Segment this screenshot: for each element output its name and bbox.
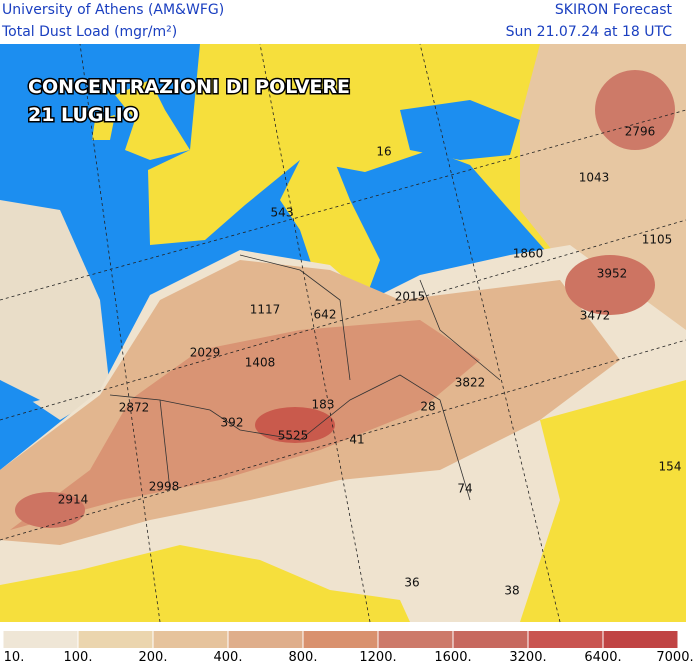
map-value-label: 16 <box>376 145 391 159</box>
header-right-1: SKIRON Forecast <box>555 2 673 18</box>
black-sea <box>400 100 520 160</box>
dust-high <box>10 320 480 530</box>
colorbar-label: 3200. <box>509 650 546 662</box>
colorbar-bin <box>603 631 678 648</box>
colorbar-bin <box>453 631 528 648</box>
colorbar-bin <box>228 631 303 648</box>
map-value-label: 183 <box>312 398 335 412</box>
map-value-label: 2029 <box>190 346 221 360</box>
colorbar-bin <box>3 631 78 648</box>
map-value-label: 3822 <box>455 376 486 390</box>
colorbar-label: 10. <box>4 650 25 662</box>
overlay-title: CONCENTRAZIONI DI POLVERE <box>28 76 350 98</box>
header-right-2: Sun 21.07.24 at 18 UTC <box>506 24 673 40</box>
map-value-label: 1860 <box>513 247 544 261</box>
map-value-label: 2015 <box>395 290 426 304</box>
colorbar-bin <box>378 631 453 648</box>
colorbar-label: 1200. <box>359 650 396 662</box>
colorbar: 10. 100. 200. 400. 800. 1200. 1600. 3200. 6400. 7… <box>2 631 694 662</box>
map: CONCENTRAZIONI DI POLVERE 21 LUGLIO <box>0 43 687 623</box>
colorbar-label: 800. <box>289 650 318 662</box>
map-value-label: 1408 <box>245 356 276 370</box>
map-value-label: 5525 <box>278 429 309 443</box>
colorbar-bin <box>153 631 228 648</box>
map-value-label: 2796 <box>625 125 656 139</box>
header-left-1: University of Athens (AM&WFG) <box>2 2 224 18</box>
map-value-label: 392 <box>221 416 244 430</box>
map-value-label: 28 <box>420 400 435 414</box>
colorbar-bin <box>528 631 603 648</box>
overlay-subtitle: 21 LUGLIO <box>28 104 139 126</box>
borders <box>109 254 501 501</box>
map-value-label: 3472 <box>580 309 611 323</box>
colorbar-label: 400. <box>214 650 243 662</box>
atlantic-dust <box>0 200 110 420</box>
colorbar-bin <box>303 631 378 648</box>
dust-peak <box>565 255 655 315</box>
graticule <box>0 43 687 623</box>
map-value-label: 74 <box>457 482 472 496</box>
british-isles <box>92 80 190 160</box>
colorbar-label: 1600. <box>434 650 471 662</box>
map-value-label: 1105 <box>642 233 673 247</box>
map-value-label: 2872 <box>119 401 150 415</box>
map-value-label: 36 <box>404 576 419 590</box>
map-value-label: 1043 <box>579 171 610 185</box>
dust-peak <box>255 407 335 443</box>
east-africa-land <box>520 380 686 622</box>
map-value-label: 543 <box>271 206 294 220</box>
italy-balkans <box>280 150 380 300</box>
dust-peak <box>15 492 85 528</box>
map-value-label: 642 <box>314 308 337 322</box>
sahel-land <box>0 545 410 622</box>
map-value-label: 41 <box>349 433 364 447</box>
colorbar-label: 100. <box>64 650 93 662</box>
map-labels: 16 543 2796 1043 1105 1860 3952 2015 3472 1117 642… <box>58 125 682 598</box>
map-value-label: 1117 <box>250 303 281 317</box>
map-value-label: 154 <box>659 460 682 474</box>
header-left-2: Total Dust Load (mgr/m²) <box>1 24 177 40</box>
map-value-label: 2914 <box>58 493 89 507</box>
map-value-label: 3952 <box>597 267 628 281</box>
colorbar-bin <box>78 631 153 648</box>
sea-inlet <box>0 380 40 410</box>
colorbar-label: 200. <box>139 650 168 662</box>
colorbar-label: 6400. <box>584 650 621 662</box>
map-value-label: 2998 <box>149 480 180 494</box>
map-value-label: 38 <box>504 584 519 598</box>
colorbar-label: 7000. <box>656 650 693 662</box>
